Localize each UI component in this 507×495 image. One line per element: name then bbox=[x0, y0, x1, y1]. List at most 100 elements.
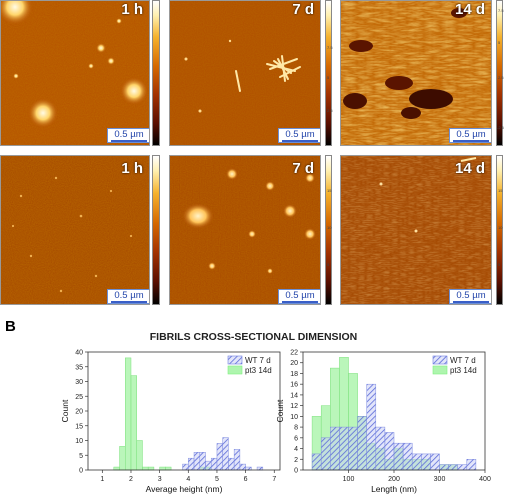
histogram-bar bbox=[384, 432, 395, 471]
y-tick-label: 8 bbox=[294, 425, 298, 432]
histogram-bar bbox=[448, 464, 458, 471]
length-histogram: 0 2 4 6 8 10 12 14 16 18 20 22 100 200 300 400 Length (n… bbox=[275, 350, 491, 495]
y-tick-label: 10 bbox=[290, 414, 298, 421]
histogram-bar bbox=[199, 452, 206, 471]
y-tick-label: 6 bbox=[294, 435, 298, 442]
colorbar bbox=[325, 0, 332, 146]
y-tick-label: 30 bbox=[75, 379, 83, 386]
afm-panel-pt3-1h: 1 h 0.5 µm bbox=[0, 155, 150, 305]
histogram-bar bbox=[421, 453, 431, 471]
histogram-bar bbox=[142, 466, 149, 471]
colorbar-tick: -2.5 bbox=[497, 125, 504, 130]
panel-letter: B bbox=[5, 318, 16, 335]
histogram-bar bbox=[375, 426, 386, 471]
legend-swatch bbox=[227, 365, 243, 375]
y-tick-label: 16 bbox=[290, 382, 298, 389]
y-tick-label: 20 bbox=[290, 360, 298, 367]
x-tick-label: 400 bbox=[479, 476, 491, 483]
time-label: 7 d bbox=[292, 160, 314, 177]
histogram-bar bbox=[130, 375, 137, 471]
colorbar bbox=[325, 155, 332, 305]
x-tick-label: 2 bbox=[129, 476, 133, 483]
histogram-bar bbox=[119, 446, 126, 471]
histogram-bar bbox=[311, 453, 322, 471]
colorbar bbox=[152, 0, 160, 146]
legend-label: WT 7 d bbox=[245, 356, 271, 365]
histogram-bar bbox=[147, 466, 155, 471]
y-tick-label: 4 bbox=[294, 446, 298, 453]
time-label: 14 d bbox=[454, 160, 485, 177]
histogram-bar bbox=[182, 463, 189, 471]
histogram-bar bbox=[125, 357, 132, 471]
histogram-bar bbox=[402, 442, 413, 471]
colorbar bbox=[152, 155, 160, 305]
histogram-bar bbox=[222, 437, 229, 471]
histogram-bar bbox=[245, 466, 252, 471]
scale-bar: 0.5 µm bbox=[449, 289, 491, 304]
colorbar-tick: 5 bbox=[327, 75, 330, 80]
histogram-bar bbox=[188, 457, 195, 471]
legend-label: pt3 14d bbox=[450, 366, 477, 375]
scale-bar: 0.5 µm bbox=[278, 289, 320, 304]
x-tick-label: 3 bbox=[158, 476, 162, 483]
time-label: 1 h bbox=[121, 160, 143, 177]
histogram-bar bbox=[466, 459, 477, 471]
y-tick-label: 5 bbox=[79, 453, 83, 460]
x-tick-label: 1 bbox=[100, 476, 104, 483]
afm-image bbox=[1, 156, 149, 304]
afm-image bbox=[1, 1, 149, 145]
legend-swatch bbox=[227, 355, 243, 365]
x-tick-label: 7 bbox=[272, 476, 276, 483]
x-tick-label: 100 bbox=[343, 476, 355, 483]
histogram-bar bbox=[411, 453, 422, 471]
y-tick-label: 2 bbox=[294, 457, 298, 464]
colorbar-tick: 7.5 bbox=[498, 8, 504, 13]
y-tick-label: 22 bbox=[290, 350, 298, 357]
colorbar-tick: 15 bbox=[327, 188, 332, 193]
histogram-bar bbox=[320, 437, 331, 471]
x-tick-label: 6 bbox=[244, 476, 248, 483]
time-label: 7 d bbox=[292, 1, 314, 18]
y-axis-label: Count bbox=[275, 399, 285, 422]
colorbar-tick: 15 bbox=[498, 188, 503, 193]
legend-swatch bbox=[432, 365, 448, 375]
histogram-bar bbox=[330, 426, 340, 471]
x-axis-label: Length (nm) bbox=[371, 484, 417, 494]
colorbar-tick: 7.5 bbox=[327, 45, 333, 50]
afm-panel-wt-7d: 7 d 0.5 µm bbox=[169, 0, 321, 146]
histogram-bar bbox=[366, 383, 377, 471]
histogram-bar bbox=[393, 442, 404, 471]
histogram-bar bbox=[439, 464, 449, 471]
histogram-bar bbox=[136, 440, 143, 471]
histogram-bar bbox=[348, 426, 358, 471]
histogram-bar bbox=[113, 466, 120, 471]
scale-bar: 0.5 µm bbox=[278, 128, 320, 143]
y-tick-label: 15 bbox=[75, 423, 83, 430]
x-tick-label: 200 bbox=[388, 476, 400, 483]
legend-label: WT 7 d bbox=[450, 356, 476, 365]
y-tick-label: 25 bbox=[75, 394, 83, 401]
afm-panel-wt-1h: 1 h 0.5 µm bbox=[0, 0, 150, 146]
histogram-bar bbox=[430, 453, 440, 471]
y-tick-label: 18 bbox=[290, 371, 298, 378]
colorbar-tick: 2.5 bbox=[327, 108, 333, 113]
scale-bar: 0.5 µm bbox=[449, 128, 491, 143]
afm-image bbox=[341, 156, 491, 304]
y-tick-label: 0 bbox=[79, 468, 83, 475]
afm-image bbox=[341, 1, 491, 145]
histogram-bar bbox=[256, 466, 264, 471]
histogram-bar bbox=[159, 466, 166, 471]
colorbar-tick: 5 bbox=[327, 262, 330, 267]
time-label: 1 h bbox=[121, 1, 143, 18]
histogram-bar bbox=[228, 457, 235, 471]
y-tick-label: 0 bbox=[294, 468, 298, 475]
histogram-bar bbox=[457, 464, 468, 471]
colorbar-tick: 10 bbox=[327, 225, 332, 230]
y-axis-label: Count bbox=[60, 399, 70, 422]
x-tick-label: 300 bbox=[434, 476, 446, 483]
afm-panel-pt3-14d: 14 d 0.5 µm bbox=[340, 155, 492, 305]
legend-label: pt3 14d bbox=[245, 366, 272, 375]
histogram-bar bbox=[205, 460, 212, 471]
y-tick-label: 12 bbox=[290, 403, 298, 410]
